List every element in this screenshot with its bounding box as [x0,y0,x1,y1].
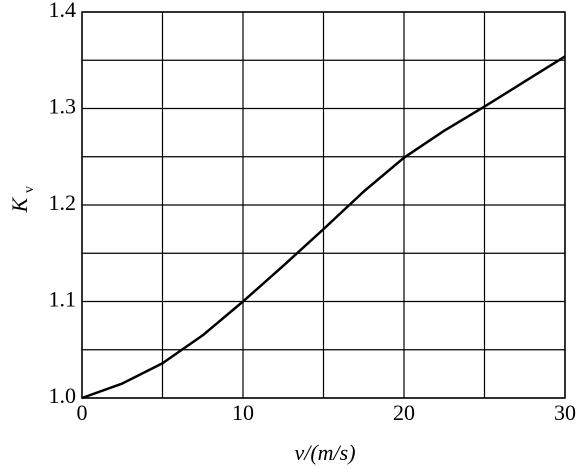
x-tick-label: 30 [554,400,576,425]
y-tick-label: 1.0 [49,383,77,408]
x-axis-label: v/(m/s) [294,440,355,465]
y-tick-label: 1.4 [49,0,77,22]
y-axis-label-sub: v [22,186,37,193]
data-line [81,55,566,400]
x-tick-label: 20 [393,400,415,425]
y-tick-label: 1.1 [49,287,77,312]
x-tick-label: 0 [77,400,88,425]
y-axis-label-group: K v [7,186,37,213]
x-tick-label: 10 [232,400,254,425]
y-tick-label: 1.2 [49,190,77,215]
plot-frame [81,11,566,399]
y-axis-label: K [7,196,32,213]
y-tick-label: 1.3 [49,94,77,119]
